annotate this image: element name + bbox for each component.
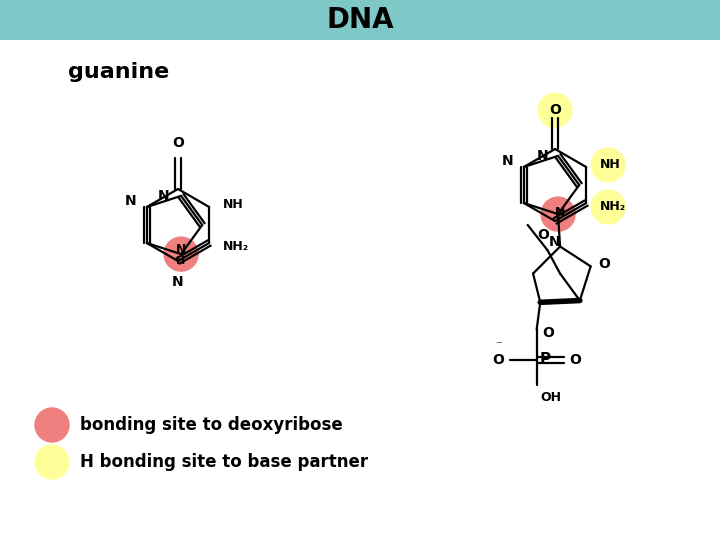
Circle shape bbox=[538, 93, 572, 127]
Text: ⁻: ⁻ bbox=[495, 339, 502, 352]
Text: P: P bbox=[540, 353, 551, 367]
Text: O: O bbox=[570, 353, 582, 367]
Text: NH: NH bbox=[600, 159, 621, 172]
Text: bonding site to deoxyribose: bonding site to deoxyribose bbox=[80, 416, 343, 434]
Text: H: H bbox=[176, 256, 186, 266]
Circle shape bbox=[591, 148, 625, 182]
Text: N: N bbox=[555, 206, 565, 219]
Text: O: O bbox=[538, 228, 549, 242]
Circle shape bbox=[164, 237, 198, 271]
Text: N: N bbox=[125, 194, 137, 208]
Text: DNA: DNA bbox=[326, 6, 394, 34]
Circle shape bbox=[591, 190, 625, 224]
Text: O: O bbox=[492, 353, 504, 367]
Circle shape bbox=[541, 197, 575, 231]
Text: O: O bbox=[549, 103, 561, 117]
Text: N: N bbox=[502, 154, 514, 168]
Text: N: N bbox=[549, 235, 561, 249]
Text: N: N bbox=[172, 275, 184, 289]
Text: N: N bbox=[158, 189, 169, 203]
Text: H bonding site to base partner: H bonding site to base partner bbox=[80, 453, 368, 471]
Text: NH₂: NH₂ bbox=[223, 240, 249, 253]
Text: O: O bbox=[598, 258, 611, 271]
Text: O: O bbox=[543, 326, 554, 340]
Circle shape bbox=[35, 408, 69, 442]
Circle shape bbox=[35, 445, 69, 479]
Bar bbox=[0, 0, 720, 40]
Text: N: N bbox=[536, 149, 548, 163]
Text: guanine: guanine bbox=[68, 62, 169, 82]
Text: NH₂: NH₂ bbox=[600, 200, 626, 213]
Text: OH: OH bbox=[541, 391, 562, 404]
Text: O: O bbox=[172, 137, 184, 151]
Text: NH: NH bbox=[223, 199, 244, 212]
Text: N: N bbox=[176, 242, 186, 255]
